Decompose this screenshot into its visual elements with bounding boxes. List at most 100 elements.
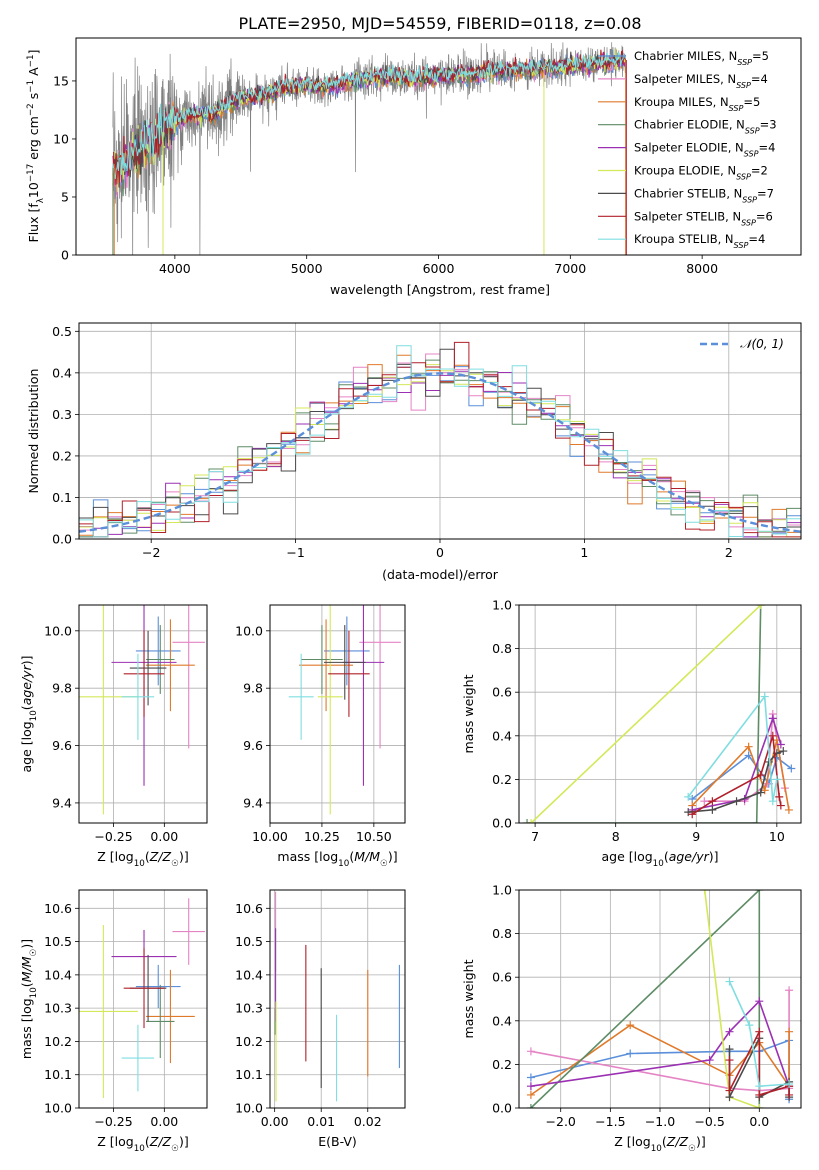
mass-weight-point xyxy=(756,771,765,780)
x-axis-label: Z [log10(Z/Z☉)] xyxy=(97,1134,188,1154)
y-tick-label: 0.0 xyxy=(52,532,72,547)
x-tick-label: −1.0 xyxy=(645,1114,675,1129)
x-tick-label: 0.0 xyxy=(749,1114,769,1129)
x-tick-label: −0.25 xyxy=(94,1114,132,1129)
y-tick-label: 10.5 xyxy=(235,934,263,949)
errorbar-point xyxy=(288,653,314,740)
y-tick-label: 10 xyxy=(53,131,69,146)
mass-weight-point xyxy=(755,1027,764,1036)
y-axis-label: Normed distribution xyxy=(26,369,41,494)
y-axis-label: Flux [fλ10−17 erg cm−2 s−1 A−1] xyxy=(26,50,46,243)
y-tick-label: 10.5 xyxy=(44,934,72,949)
model-spectrum-line xyxy=(112,51,626,180)
mass-weight-point xyxy=(755,1082,764,1091)
mass-weight-point xyxy=(626,1049,635,1058)
x-tick-label: 0 xyxy=(436,545,444,560)
mass-weight-point xyxy=(526,1047,535,1056)
y-axis-label: age [log10(age/yr)] xyxy=(19,655,39,772)
mass-weight-point xyxy=(785,986,794,995)
y-tick-label: 0 xyxy=(61,248,69,263)
legend-label: Kroupa STELIB, NSSP=4 xyxy=(634,232,765,250)
x-tick-label: 0.00 xyxy=(261,1114,289,1129)
legend-label: Chabrier MILES, NSSP=5 xyxy=(634,49,769,67)
figure-title: PLATE=2950, MJD=54559, FIBERID=0118, z=0… xyxy=(238,14,641,33)
x-tick-label: −0.25 xyxy=(94,829,132,844)
x-tick-label: −2.0 xyxy=(546,1114,576,1129)
x-tick-label: −1.5 xyxy=(595,1114,625,1129)
errorbar-point xyxy=(301,625,343,694)
y-tick-label: 1.0 xyxy=(492,883,512,898)
axes-frame xyxy=(269,889,406,1109)
panel-mass-weight-vs-Z: −2.0 −1.5 −1.0 −0.5 0.0 0.0 0.2 0.4 0.6 0.8 1.0 Z [… xyxy=(461,883,802,1154)
panel-age-vs-Z: −0.25 0.00 9.4 9.6 9.8 10.0 Z [log10(Z/Z☉)] age… xyxy=(19,604,208,869)
x-tick-label: 9 xyxy=(692,829,700,844)
plot-area xyxy=(523,605,796,823)
x-axis-label: E(B-V) xyxy=(318,1134,357,1149)
y-tick-label: 0.3 xyxy=(52,407,72,422)
mass-weight-point xyxy=(705,1056,714,1065)
legend-label: 𝒩(0, 1) xyxy=(740,337,784,351)
y-tick-label: 15 xyxy=(53,73,69,88)
x-tick-label: 5000 xyxy=(291,261,323,276)
y-tick-label: 0.1 xyxy=(52,490,72,505)
y-tick-label: 10.6 xyxy=(44,901,72,916)
y-tick-label: 0.4 xyxy=(492,1013,512,1028)
x-axis-label: (data-model)/error xyxy=(382,567,499,582)
mass-weight-series-line xyxy=(692,715,782,811)
errorbar-point xyxy=(146,625,175,694)
mass-weight-series-line xyxy=(530,1024,790,1096)
y-tick-label: 10.0 xyxy=(235,623,263,638)
y-tick-label: 10.0 xyxy=(235,1101,263,1116)
y-tick-label: 10.1 xyxy=(44,1067,72,1082)
y-tick-label: 9.6 xyxy=(243,738,263,753)
errorbar-point xyxy=(317,605,343,815)
y-tick-label: 0.8 xyxy=(492,926,512,941)
x-tick-label: 0.00 xyxy=(150,829,178,844)
x-tick-label: 8000 xyxy=(686,261,718,276)
errorbar-point xyxy=(299,619,354,712)
plot-area xyxy=(274,891,400,1102)
legend-label: Kroupa MILES, NSSP=5 xyxy=(634,95,760,113)
mass-weight-point xyxy=(526,1082,535,1091)
mass-weight-point xyxy=(626,1021,635,1030)
mass-weight-point xyxy=(768,731,777,740)
y-tick-label: 0.2 xyxy=(492,1057,512,1072)
mass-weight-point xyxy=(744,742,753,751)
mass-weight-point xyxy=(755,1090,764,1099)
y-tick-label: 10.6 xyxy=(235,901,263,916)
legend-label: Chabrier STELIB, NSSP=7 xyxy=(634,186,774,204)
errorbar-point xyxy=(146,619,195,712)
panel-mass-weight-vs-age: 7 8 9 10 0.0 0.2 0.4 0.6 0.8 1.0 age [log10(age/yr… xyxy=(461,598,802,869)
mass-weight-point xyxy=(776,801,785,810)
y-tick-label: 0.4 xyxy=(52,365,72,380)
y-tick-label: 10.0 xyxy=(44,623,72,638)
mass-weight-point xyxy=(785,1090,794,1099)
y-tick-label: 10.2 xyxy=(44,1034,72,1049)
mass-weight-series-line xyxy=(687,694,778,802)
x-tick-label: −0.5 xyxy=(694,1114,724,1129)
mass-weight-point xyxy=(732,797,741,806)
y-tick-label: 5 xyxy=(61,189,69,204)
errorbar-point xyxy=(123,948,165,1029)
mass-weight-series-line xyxy=(530,605,762,823)
axes-frame xyxy=(78,604,208,824)
spectrum-legend: Chabrier MILES, NSSP=5 Salpeter MILES, NS… xyxy=(598,49,777,250)
plot-area xyxy=(79,898,205,1099)
axes-frame xyxy=(78,889,208,1109)
y-tick-label: 9.4 xyxy=(243,795,263,810)
y-tick-label: 0.4 xyxy=(492,728,512,743)
plot-area xyxy=(79,605,205,815)
mass-weight-point xyxy=(760,692,769,701)
mass-weight-series-line xyxy=(728,981,790,1088)
legend-label: Kroupa ELODIE, NSSP=2 xyxy=(634,164,768,182)
y-tick-label: 0.0 xyxy=(492,1101,512,1116)
y-axis-label: mass weight xyxy=(461,959,476,1038)
errorbar-point xyxy=(146,969,195,1064)
y-tick-label: 9.8 xyxy=(243,681,263,696)
mass-weight-point xyxy=(745,1021,754,1030)
legend-label: Chabrier ELODIE, NSSP=3 xyxy=(634,118,777,136)
errorbar-point xyxy=(135,964,181,1009)
mass-weight-point xyxy=(755,1104,764,1108)
y-axis-label: mass weight xyxy=(461,674,476,753)
mass-weight-point xyxy=(725,1056,734,1065)
